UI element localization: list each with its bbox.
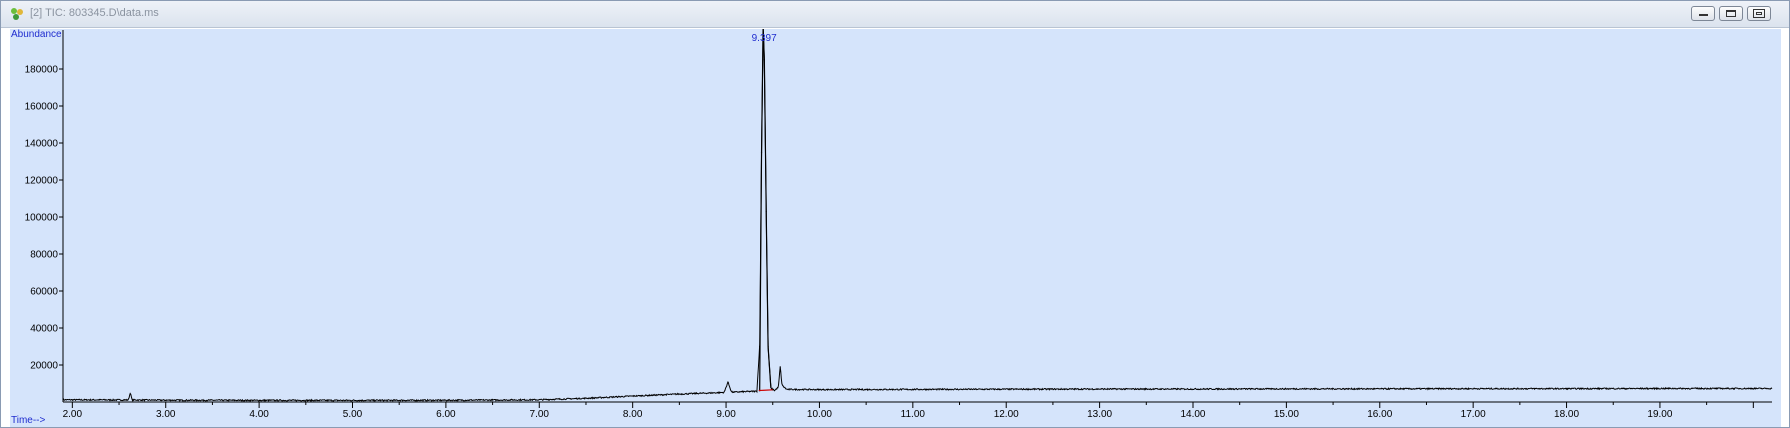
main-peak	[759, 29, 772, 392]
x-tick-label: 8.00	[623, 409, 643, 420]
x-axis-label: Time-->	[11, 415, 46, 426]
x-tick-label: 3.00	[156, 409, 176, 420]
x-tick-label: 4.00	[249, 409, 269, 420]
x-tick-label: 5.00	[343, 409, 363, 420]
y-axis-label: Abundance	[11, 29, 62, 40]
x-tick-label: 10.00	[807, 409, 832, 420]
x-tick-label: 12.00	[994, 409, 1019, 420]
y-tick-label: 20000	[30, 361, 58, 372]
tic-trace-line	[62, 29, 1773, 403]
close-icon	[1753, 9, 1765, 18]
y-tick-label: 40000	[30, 324, 58, 335]
plot-area[interactable]: 20000 40000 60000 80000 100000 120000 140000 16…	[10, 29, 1781, 427]
trace-point	[779, 366, 781, 368]
y-tick-label: 160000	[25, 102, 59, 113]
trace-point	[727, 381, 729, 383]
y-tick-label: 60000	[30, 287, 58, 298]
restore-icon	[1726, 10, 1736, 17]
x-tick-label: 2.00	[63, 409, 83, 420]
close-button[interactable]	[1747, 6, 1771, 21]
title-bar[interactable]: [2] TIC: 803345.D\data.ms	[1, 1, 1789, 28]
y-tick-label: 80000	[30, 250, 58, 261]
minimize-button[interactable]	[1691, 6, 1715, 21]
integration-marker	[758, 389, 773, 392]
peak-retention-label: 9.397	[752, 33, 777, 44]
x-tick-label: 11.00	[901, 409, 926, 420]
x-tick-label: 6.00	[436, 409, 456, 420]
x-tick-label: 9.00	[716, 409, 736, 420]
tic-chromatogram-chart[interactable]: 20000 40000 60000 80000 100000 120000 140000 16…	[10, 29, 1781, 427]
chromatogram-app-icon	[11, 8, 23, 20]
minimize-icon	[1699, 14, 1708, 16]
axes: 20000 40000 60000 80000 100000 120000 140000 16…	[25, 30, 1772, 420]
y-tick-label: 180000	[25, 65, 59, 76]
x-tick-label: 15.00	[1274, 409, 1299, 420]
x-tick-label: 14.00	[1180, 409, 1205, 420]
x-tick-label: 16.00	[1367, 409, 1392, 420]
y-tick-label: 120000	[25, 176, 59, 187]
y-tick-label: 140000	[25, 139, 59, 150]
x-tick-label: 19.00	[1647, 409, 1672, 420]
window-title: [2] TIC: 803345.D\data.ms	[30, 7, 159, 19]
y-tick-label: 100000	[25, 213, 59, 224]
x-tick-label: 7.00	[530, 409, 550, 420]
x-tick-label: 13.00	[1087, 409, 1112, 420]
restore-button[interactable]	[1719, 6, 1743, 21]
trace-layer	[62, 29, 1773, 403]
x-tick-label: 18.00	[1554, 409, 1579, 420]
x-tick-label: 17.00	[1461, 409, 1486, 420]
